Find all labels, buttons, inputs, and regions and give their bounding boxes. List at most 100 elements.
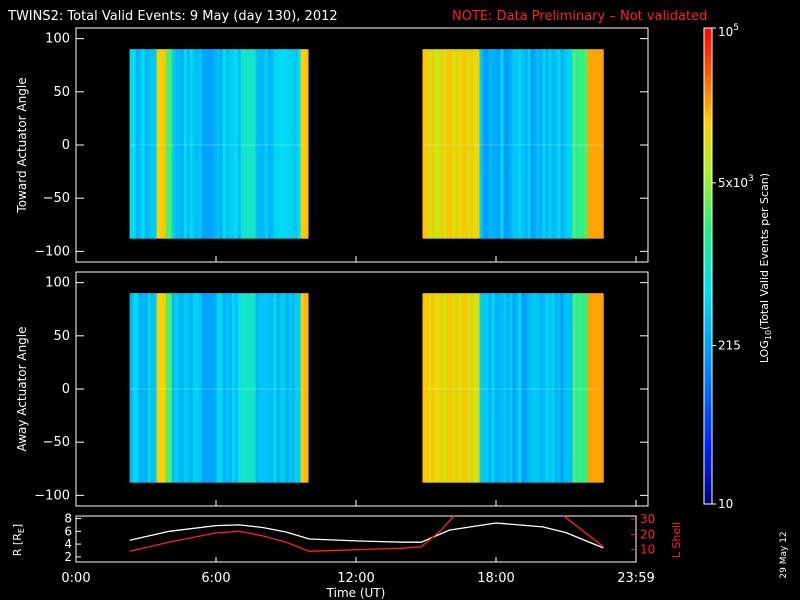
heatmap-column	[174, 293, 179, 483]
heatmap-column	[276, 49, 281, 239]
heatmap-column	[264, 49, 269, 239]
heatmap-column	[195, 49, 200, 239]
heatmap-column	[183, 49, 188, 239]
heatmap-column	[464, 293, 468, 483]
heatmap-column	[216, 293, 221, 483]
heatmap-column	[159, 49, 164, 239]
orbit-frame	[75, 515, 637, 563]
heatmap-column	[515, 49, 519, 239]
colorbar-tick-base: 215	[718, 338, 741, 352]
heatmap-column	[234, 49, 239, 239]
heatmap-column	[497, 293, 501, 483]
orbit-ytick-left-label: 2	[64, 550, 72, 564]
orbit-lines	[129, 515, 604, 552]
heatmap-column	[485, 293, 489, 483]
heatmap-column	[180, 293, 185, 483]
heatmap-column	[560, 293, 564, 483]
heatmap-column	[144, 49, 149, 239]
heatmap-column	[485, 49, 489, 239]
heatmap-column	[455, 49, 459, 239]
heatmap-column	[500, 293, 504, 483]
toward-heatmap	[129, 49, 604, 239]
heatmap-column	[602, 293, 604, 483]
heatmap-column	[180, 49, 185, 239]
heatmap-column	[216, 49, 221, 239]
heatmap-column	[467, 49, 471, 239]
heatmap-column	[431, 49, 435, 239]
orbit-ytick-left-label: 6	[64, 524, 72, 538]
orbit-ylabel-left-end: ]	[11, 524, 24, 528]
heatmap-column	[569, 293, 573, 483]
heatmap-column	[569, 49, 573, 239]
heatmap-column	[273, 293, 278, 483]
orbit-line-r	[129, 522, 604, 549]
heatmap-column	[533, 49, 537, 239]
ytick-label: 100	[45, 276, 70, 291]
heatmap-column	[518, 293, 522, 483]
ytick-label: −100	[34, 488, 70, 503]
orbit-line-lshell	[129, 515, 455, 552]
heatmap-column	[183, 293, 188, 483]
heatmap-column	[186, 49, 191, 239]
heatmap-column	[165, 49, 170, 239]
away-panel: 100 50 0 −50 −100 Away Actuator Angle	[15, 271, 649, 507]
heatmap-column	[476, 49, 480, 239]
heatmap-column	[231, 49, 236, 239]
heatmap-column	[440, 49, 444, 239]
heatmap-column	[542, 293, 546, 483]
heatmap-column	[231, 293, 236, 483]
heatmap-column	[291, 49, 296, 239]
heatmap-column	[449, 293, 453, 483]
heatmap-column	[530, 293, 534, 483]
heatmap-column	[153, 49, 158, 239]
heatmap-column	[177, 49, 182, 239]
heatmap-column	[198, 293, 203, 483]
heatmap-column	[243, 293, 248, 483]
heatmap-column	[138, 49, 143, 239]
orbit-ytick-right-label: 20	[640, 527, 655, 541]
heatmap-column	[132, 49, 137, 239]
heatmap-column	[168, 49, 173, 239]
orbit-ytick-left-label: 4	[64, 537, 72, 551]
heatmap-column	[470, 49, 474, 239]
heatmap-column	[282, 49, 287, 239]
heatmap-column	[219, 49, 224, 239]
heatmap-column	[150, 49, 155, 239]
away-heatmap	[129, 293, 604, 483]
heatmap-column	[264, 293, 269, 483]
heatmap-column	[443, 49, 447, 239]
ytick-label: −50	[43, 435, 70, 450]
heatmap-column	[195, 293, 200, 483]
heatmap-column	[479, 49, 483, 239]
title-main: TWINS2: Total Valid Events: 9 May (day 1…	[7, 9, 338, 24]
colorbar-tick-label: 105	[718, 23, 739, 39]
heatmap-column	[431, 293, 435, 483]
heatmap-column	[509, 293, 513, 483]
heatmap-column	[201, 49, 206, 239]
heatmap-column	[434, 293, 438, 483]
heatmap-column	[503, 49, 507, 239]
heatmap-column	[557, 293, 561, 483]
heatmap-column	[225, 49, 230, 239]
heatmap-column	[461, 293, 465, 483]
heatmap-column	[566, 293, 570, 483]
toward-ylabel: Toward Actuator Angle	[15, 77, 29, 213]
heatmap-column	[500, 49, 504, 239]
heatmap-column	[521, 49, 525, 239]
heatmap-column	[252, 49, 257, 239]
heatmap-column	[132, 293, 137, 483]
heatmap-column	[524, 49, 528, 239]
colorbar-label: LOG10(Total Valid Events per Scan)	[758, 173, 773, 363]
heatmap-column	[189, 293, 194, 483]
heatmap-column	[270, 49, 275, 239]
heatmap-column	[425, 293, 429, 483]
heatmap-column	[449, 49, 453, 239]
heatmap-column	[150, 293, 155, 483]
heatmap-column	[539, 49, 543, 239]
heatmap-column	[213, 49, 218, 239]
heatmap-column	[228, 49, 233, 239]
heatmap-column	[159, 293, 164, 483]
heatmap-column	[198, 49, 203, 239]
heatmap-column	[255, 49, 260, 239]
heatmap-column	[276, 293, 281, 483]
